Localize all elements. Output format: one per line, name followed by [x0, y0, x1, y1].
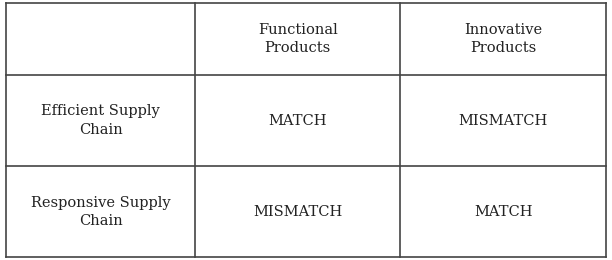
Text: Responsive Supply
Chain: Responsive Supply Chain	[31, 196, 170, 228]
Text: Efficient Supply
Chain: Efficient Supply Chain	[41, 105, 160, 137]
Text: MATCH: MATCH	[474, 205, 532, 219]
Text: MISMATCH: MISMATCH	[458, 114, 548, 128]
Text: Innovative
Products: Innovative Products	[464, 23, 542, 55]
Text: MATCH: MATCH	[269, 114, 327, 128]
Text: Functional
Products: Functional Products	[258, 23, 338, 55]
Text: MISMATCH: MISMATCH	[253, 205, 342, 219]
